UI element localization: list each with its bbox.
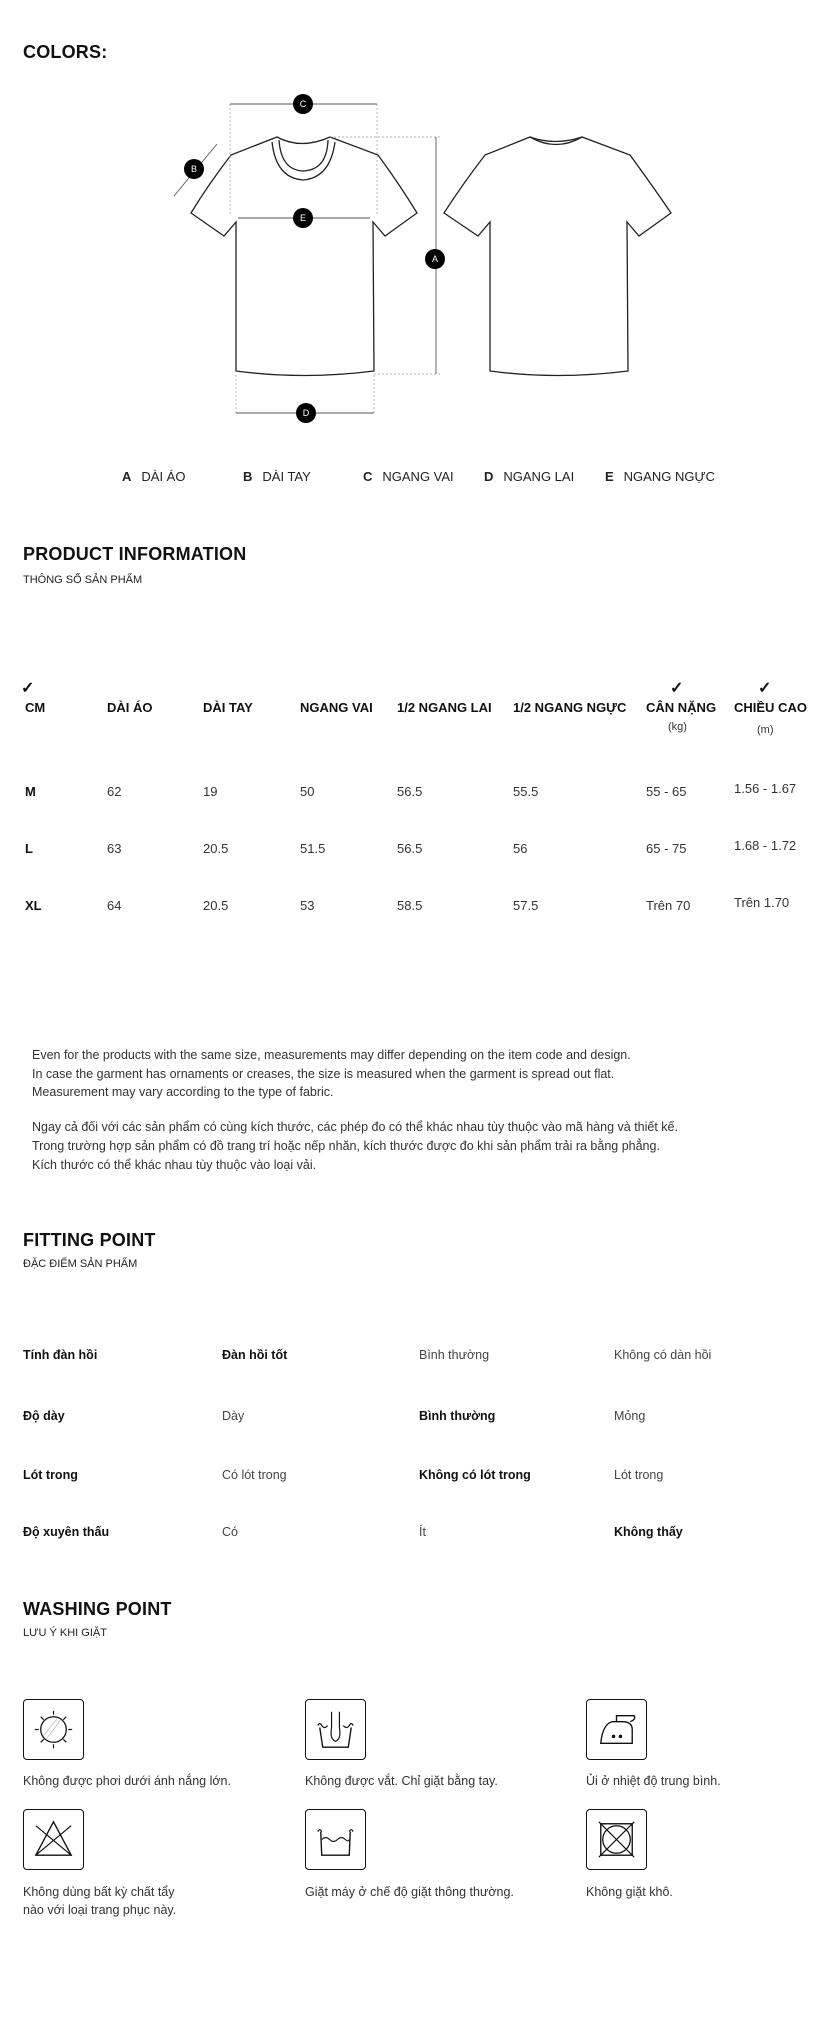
shirt-back <box>443 136 672 377</box>
table-cell: 1.68 - 1.72 <box>734 838 797 853</box>
fitting-option: Mỏng <box>614 1409 646 1423</box>
marker-c <box>293 94 313 114</box>
fitting-option-selected: Đàn hồi tốt <box>222 1348 288 1362</box>
washing-caption: Không được vắt. Chỉ giặt bằng tay. <box>305 1774 498 1788</box>
column-header: CM <box>25 700 46 715</box>
table-cell: 53 <box>300 898 315 913</box>
washing-caption: Không giặt khô. <box>586 1885 673 1899</box>
fitting-option-selected: Bình thường <box>419 1409 496 1423</box>
table-cell: 56 <box>513 841 528 856</box>
legend-c: C NGANG VAI <box>363 469 454 484</box>
note-line: Trong trường hợp sản phẩm có đồ trang tr… <box>32 1139 660 1153</box>
washing-caption: Ủi ở nhiệt độ trung bình. <box>586 1774 721 1788</box>
marker-a <box>425 249 445 269</box>
fitting-subtitle: ĐẶC ĐIỂM SẢN PHẨM <box>23 1258 138 1270</box>
column-header: 1/2 NGANG NGỰC <box>513 700 627 715</box>
washing-caption: Không dùng bất kỳ chất tẩy <box>23 1885 175 1899</box>
fitting-option: Bình thường <box>419 1348 490 1362</box>
checkmark-icon: ✓ <box>21 680 35 697</box>
washing-caption: Giặt máy ở chế độ giặt thông thường. <box>305 1885 514 1899</box>
marker-e <box>293 208 313 228</box>
fitting-option-selected: Không có lót trong <box>419 1468 531 1482</box>
table-cell: Trên 70 <box>646 898 691 913</box>
shirt-measurement-diagram: C B E A D <box>173 94 672 423</box>
fitting-option: Lót trong <box>614 1468 664 1482</box>
table-cell: 62 <box>107 784 122 799</box>
marker-a-label: A <box>432 254 438 264</box>
fitting-option: Có <box>222 1525 238 1539</box>
column-header: DÀI TAY <box>203 700 253 715</box>
table-cell: 19 <box>203 784 218 799</box>
marker-d <box>296 403 316 423</box>
no-bleach-icon <box>23 1809 84 1870</box>
column-header: CHIỀU CAO <box>734 700 807 715</box>
table-cell: Trên 1.70 <box>734 895 790 910</box>
table-cell: 20.5 <box>203 841 229 856</box>
hand-wash-icon <box>305 1699 366 1760</box>
note-line: Kích thước có thể khác nhau tùy thuộc và… <box>32 1158 317 1172</box>
table-cell: 51.5 <box>300 841 326 856</box>
table-cell: 20.5 <box>203 898 229 913</box>
note-line: Ngay cả đối với các sản phẩm có cùng kíc… <box>32 1120 678 1134</box>
table-cell: 56.5 <box>397 841 423 856</box>
table-cell: 64 <box>107 898 122 913</box>
checkmark-icon: ✓ <box>670 680 684 697</box>
washing-caption: nào với loại trang phục này. <box>23 1903 177 1917</box>
marker-e-label: E <box>300 213 306 223</box>
unit-weight: (kg) <box>668 721 687 733</box>
unit-height: (m) <box>757 724 774 736</box>
table-cell: 57.5 <box>513 898 539 913</box>
product-info-title: PRODUCT INFORMATION <box>23 544 247 564</box>
marker-b-label: B <box>191 164 197 174</box>
column-header: CÂN NẶNG <box>646 700 717 715</box>
column-header: 1/2 NGANG LAI <box>397 700 492 715</box>
iron-medium-icon <box>586 1699 647 1760</box>
shirt-front <box>190 136 418 377</box>
note-line: In case the garment has ornaments or cre… <box>32 1067 615 1081</box>
no-dry-clean-icon <box>586 1809 647 1870</box>
table-cell: 63 <box>107 841 122 856</box>
machine-wash-icon <box>305 1809 366 1870</box>
no-sun-dry-icon <box>23 1699 84 1760</box>
legend-a: A DÀI ÁO <box>122 469 186 484</box>
fitting-row-label: Độ xuyên thấu <box>23 1525 110 1539</box>
size-label: M <box>25 784 36 799</box>
fitting-title: FITTING POINT <box>23 1230 156 1250</box>
legend-b: B DÀI TAY <box>243 469 311 484</box>
column-header: DÀI ÁO <box>107 700 153 715</box>
table-cell: 55.5 <box>513 784 539 799</box>
fitting-option-selected: Không thấy <box>614 1525 683 1539</box>
fitting-option: Không có dàn hồi <box>614 1348 712 1362</box>
marker-c-label: C <box>300 99 307 109</box>
legend-e: E NGANG NGỰC <box>605 469 715 484</box>
fitting-option: Dày <box>222 1409 245 1423</box>
legend-d: D NGANG LAI <box>484 469 575 484</box>
fitting-row-label: Lót trong <box>23 1468 78 1482</box>
marker-b <box>184 159 204 179</box>
fitting-row-label: Tính đàn hồi <box>23 1348 98 1362</box>
checkmark-icon: ✓ <box>758 680 772 697</box>
size-label: XL <box>25 898 42 913</box>
washing-title: WASHING POINT <box>23 1599 172 1619</box>
product-info-subtitle: THÔNG SỐ SẢN PHẨM <box>23 574 143 586</box>
colors-heading: COLORS: <box>23 42 108 62</box>
table-cell: 56.5 <box>397 784 423 799</box>
marker-d-label: D <box>303 408 310 418</box>
table-cell: 55 - 65 <box>646 784 687 799</box>
table-cell: 1.56 - 1.67 <box>734 781 797 796</box>
fitting-option: Có lót trong <box>222 1468 287 1482</box>
fitting-option: Ít <box>419 1525 426 1539</box>
table-cell: 50 <box>300 784 315 799</box>
note-line: Measurement may vary according to the ty… <box>32 1085 334 1099</box>
size-label: L <box>25 841 33 856</box>
washing-caption: Không được phơi dưới ánh nắng lớn. <box>23 1774 231 1788</box>
washing-subtitle: LƯU Ý KHI GIẶT <box>23 1627 107 1639</box>
table-cell: 58.5 <box>397 898 423 913</box>
note-line: Even for the products with the same size… <box>32 1048 631 1062</box>
fitting-row-label: Độ dày <box>23 1409 65 1423</box>
table-cell: 65 - 75 <box>646 841 687 856</box>
column-header: NGANG VAI <box>300 700 373 715</box>
